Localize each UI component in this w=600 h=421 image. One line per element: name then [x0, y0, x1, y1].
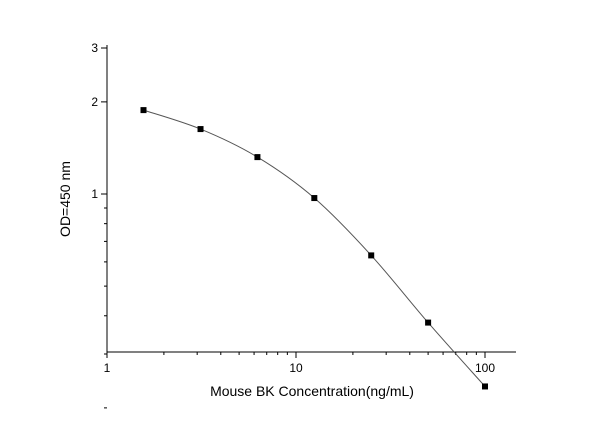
data-point [425, 319, 432, 326]
y-axis-title: OD=450 nm [57, 161, 73, 237]
series-line [143, 109, 486, 387]
data-point [311, 195, 318, 202]
y-tick-label: 3 [91, 41, 98, 55]
y-tick-label: 1 [91, 187, 98, 201]
x-ticks: 1 10 100 [104, 352, 495, 375]
data-point [368, 252, 375, 259]
data-point [197, 126, 204, 133]
x-axis-title: Mouse BK Concentration(ng/mL) [210, 383, 414, 399]
axes [106, 45, 516, 353]
series [140, 107, 488, 390]
data-point [482, 383, 488, 390]
data-point [254, 154, 261, 161]
x-tick-label: 10 [289, 361, 303, 375]
y-tick-label: 2 [91, 95, 98, 109]
data-point [140, 107, 147, 114]
x-tick-label: 100 [475, 361, 495, 375]
x-tick-label: 1 [104, 361, 111, 375]
y-ticks: 1 2 3 [91, 41, 107, 409]
